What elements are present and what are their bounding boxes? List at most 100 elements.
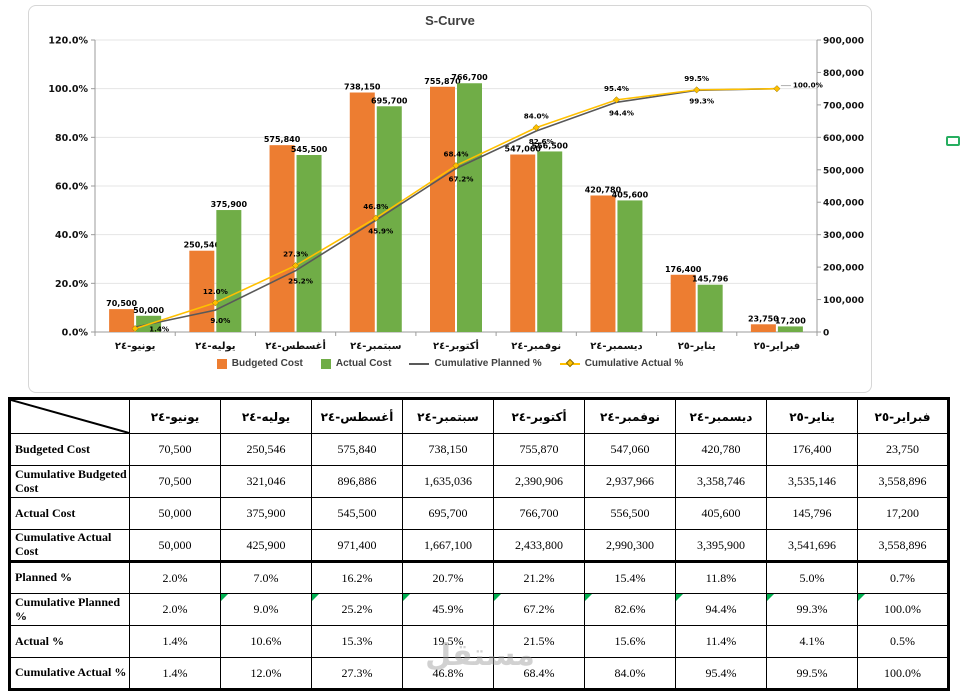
table-cell[interactable]: 95.4%: [675, 657, 767, 690]
table-cell[interactable]: 3,395,900: [675, 529, 767, 563]
table-cell[interactable]: 68.4%: [493, 657, 585, 690]
table-cell[interactable]: 375,900: [220, 497, 312, 530]
table-cell[interactable]: 27.3%: [311, 657, 403, 690]
table-cell[interactable]: 67.2%: [493, 593, 585, 626]
table-cell[interactable]: 94.4%: [675, 593, 767, 626]
table-cell[interactable]: 100.0%: [857, 593, 949, 626]
table-cell[interactable]: 3,535,146: [766, 465, 858, 498]
table-cell[interactable]: 176,400: [766, 433, 858, 466]
table-cell[interactable]: 21.2%: [493, 561, 585, 594]
table-cell[interactable]: 99.5%: [766, 657, 858, 690]
table-cell[interactable]: 766,700: [493, 497, 585, 530]
table-cell[interactable]: 46.8%: [402, 657, 494, 690]
bar-series-0[interactable]: 70,500 250,546 575,840 738,150 755,870 547,06…: [106, 77, 779, 332]
column-header[interactable]: يوليه-٢٤: [220, 398, 312, 434]
table-cell[interactable]: 2,937,966: [584, 465, 676, 498]
table-cell[interactable]: 11.8%: [675, 561, 767, 594]
column-header[interactable]: ديسمبر-٢٤: [675, 398, 767, 434]
table-cell[interactable]: 25.2%: [311, 593, 403, 626]
table-cell[interactable]: 547,060: [584, 433, 676, 466]
table-cell[interactable]: 3,558,896: [857, 465, 949, 498]
table-cell[interactable]: 17,200: [857, 497, 949, 530]
bar-series-1[interactable]: 50,000 375,900 545,500 695,700 766,700 556,50…: [133, 73, 806, 332]
svg-text:95.4%: 95.4%: [604, 84, 629, 93]
row-header[interactable]: Actual %: [9, 625, 130, 658]
table-cell[interactable]: 45.9%: [402, 593, 494, 626]
table-cell[interactable]: 7.0%: [220, 561, 312, 594]
legend-item[interactable]: Actual Cost: [320, 358, 391, 369]
row-header[interactable]: Cumulative Budgeted Cost: [9, 465, 130, 498]
legend-item[interactable]: Cumulative Actual %: [559, 358, 683, 369]
table-cell[interactable]: 70,500: [129, 433, 221, 466]
table-cell[interactable]: 695,700: [402, 497, 494, 530]
table-cell[interactable]: 2,390,906: [493, 465, 585, 498]
table-cell[interactable]: 738,150: [402, 433, 494, 466]
line-series-cumulative-actual-%[interactable]: 1.4% 12.0% 27.3% 46.8% 68.4% 84.0% 95.4% 99.5% 1…: [131, 74, 823, 334]
table-cell[interactable]: 0.5%: [857, 625, 949, 658]
table-cell[interactable]: 10.6%: [220, 625, 312, 658]
table-cell[interactable]: 1,667,100: [402, 529, 494, 563]
column-header[interactable]: أغسطس-٢٤: [311, 398, 403, 434]
table-cell[interactable]: 755,870: [493, 433, 585, 466]
column-header[interactable]: يونيو-٢٤: [129, 398, 221, 434]
row-header[interactable]: Actual Cost: [9, 497, 130, 530]
table-cell[interactable]: 556,500: [584, 497, 676, 530]
table-cell[interactable]: 16.2%: [311, 561, 403, 594]
table-cell[interactable]: 11.4%: [675, 625, 767, 658]
table-cell[interactable]: 1,635,036: [402, 465, 494, 498]
row-header[interactable]: Cumulative Actual %: [9, 657, 130, 690]
table-cell[interactable]: 3,558,896: [857, 529, 949, 563]
table-cell[interactable]: 9.0%: [220, 593, 312, 626]
legend-item[interactable]: Budgeted Cost: [216, 358, 303, 369]
table-cell[interactable]: 425,900: [220, 529, 312, 563]
table-cell[interactable]: 23,750: [857, 433, 949, 466]
table-cell[interactable]: 420,780: [675, 433, 767, 466]
column-header[interactable]: نوفمبر-٢٤: [584, 398, 676, 434]
table-cell[interactable]: 971,400: [311, 529, 403, 563]
table-cell[interactable]: 15.6%: [584, 625, 676, 658]
table-cell[interactable]: 19.5%: [402, 625, 494, 658]
table-cell[interactable]: 575,840: [311, 433, 403, 466]
table-cell[interactable]: 145,796: [766, 497, 858, 530]
table-cell[interactable]: 2.0%: [129, 593, 221, 626]
table-cell[interactable]: 405,600: [675, 497, 767, 530]
table-cell[interactable]: 2,433,800: [493, 529, 585, 563]
table-cell[interactable]: 100.0%: [857, 657, 949, 690]
s-curve-chart[interactable]: S-Curve 120.0% 100.0% 80.0% 60.0% 40.0% 20.0%…: [28, 5, 872, 393]
table-cell[interactable]: 20.7%: [402, 561, 494, 594]
table-cell[interactable]: 1.4%: [129, 657, 221, 690]
table-cell[interactable]: 21.5%: [493, 625, 585, 658]
column-header[interactable]: سبتمبر-٢٤: [402, 398, 494, 434]
row-header[interactable]: Cumulative Planned %: [9, 593, 130, 626]
column-header[interactable]: فبراير-٢٥: [857, 398, 949, 434]
table-cell[interactable]: 3,358,746: [675, 465, 767, 498]
table-cell[interactable]: 321,046: [220, 465, 312, 498]
column-header[interactable]: يناير-٢٥: [766, 398, 858, 434]
row-header[interactable]: Budgeted Cost: [9, 433, 130, 466]
table-cell[interactable]: 2.0%: [129, 561, 221, 594]
table-cell[interactable]: 4.1%: [766, 625, 858, 658]
table-cell[interactable]: 0.7%: [857, 561, 949, 594]
legend-item[interactable]: Cumulative Planned %: [409, 358, 542, 369]
svg-text:100.0%: 100.0%: [48, 84, 88, 95]
table-cell[interactable]: 5.0%: [766, 561, 858, 594]
table-cell[interactable]: 70,500: [129, 465, 221, 498]
table-cell[interactable]: 15.3%: [311, 625, 403, 658]
table-cell[interactable]: 2,990,300: [584, 529, 676, 563]
table-cell[interactable]: 50,000: [129, 529, 221, 563]
table-cell[interactable]: 50,000: [129, 497, 221, 530]
table-cell[interactable]: 12.0%: [220, 657, 312, 690]
table-cell[interactable]: 1.4%: [129, 625, 221, 658]
table-cell[interactable]: 84.0%: [584, 657, 676, 690]
table-cell[interactable]: 3,541,696: [766, 529, 858, 563]
row-header[interactable]: Planned %: [9, 561, 130, 594]
table-cell[interactable]: 15.4%: [584, 561, 676, 594]
table-cell[interactable]: 896,886: [311, 465, 403, 498]
table-cell[interactable]: 99.3%: [766, 593, 858, 626]
table-cell[interactable]: 545,500: [311, 497, 403, 530]
green-rectangle-shape[interactable]: [946, 136, 960, 146]
table-cell[interactable]: 250,546: [220, 433, 312, 466]
table-cell[interactable]: 82.6%: [584, 593, 676, 626]
column-header[interactable]: أكتوبر-٢٤: [493, 398, 585, 434]
row-header[interactable]: Cumulative Actual Cost: [9, 529, 130, 563]
